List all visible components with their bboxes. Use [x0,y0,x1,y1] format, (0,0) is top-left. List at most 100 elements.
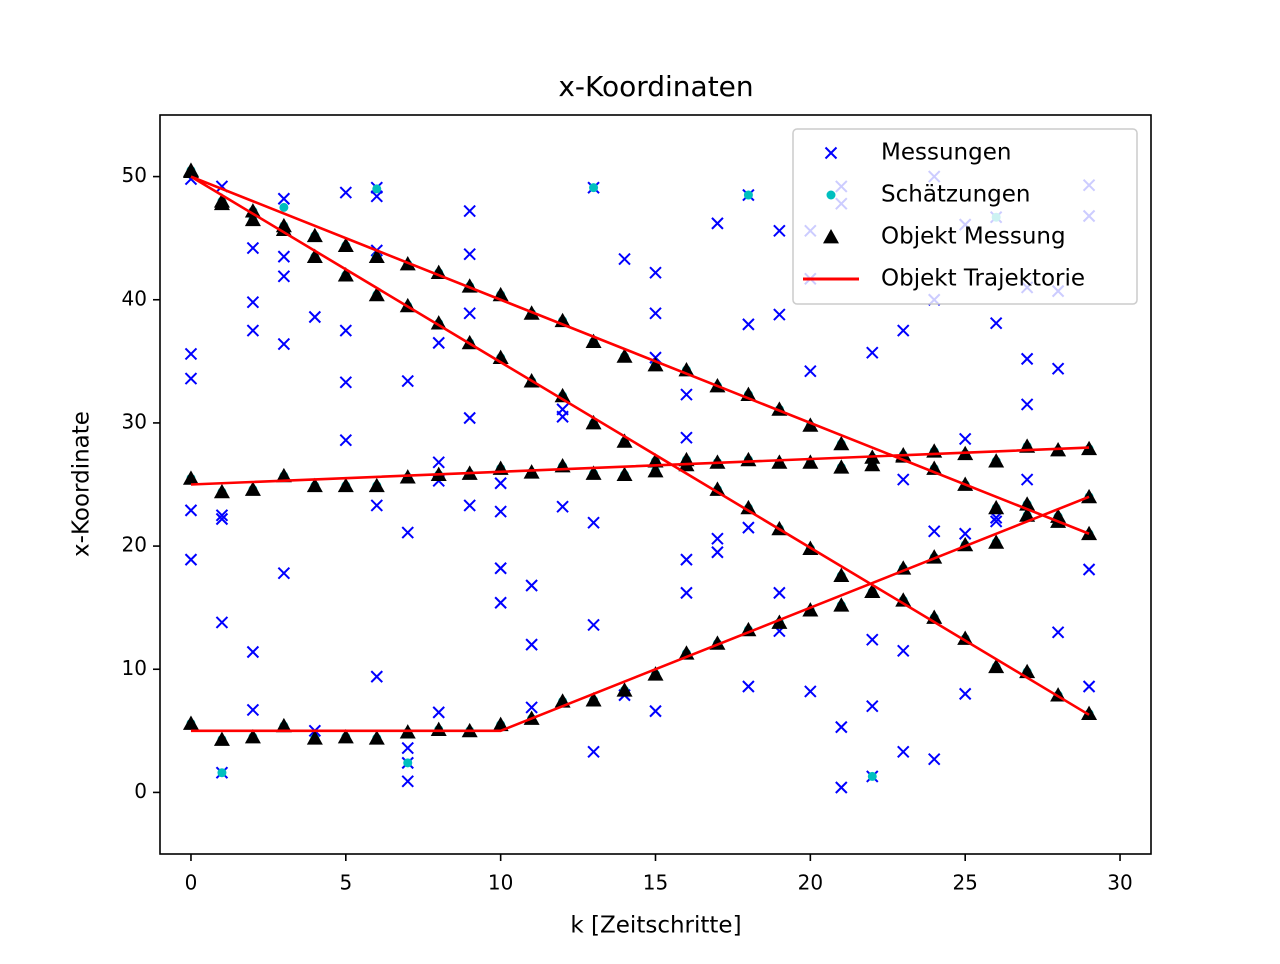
object-measurement-point [616,466,633,482]
measurement-point [339,186,353,199]
estimate-point [217,768,227,778]
legend-label: Objekt Messung [881,224,1066,250]
measurement-point [711,546,724,559]
measurement-point [1020,398,1034,411]
measurement-point [215,509,229,522]
legend-marker [826,190,836,200]
measurement-point [184,553,198,566]
object-measurement-point [802,417,819,432]
legend-label: Schätzungen [881,182,1031,208]
object-measurement-point [833,459,850,474]
x-tick-label: 15 [643,871,668,895]
x-tick-label: 5 [339,871,352,895]
measurement-point [525,701,538,714]
measurement-point [773,308,786,321]
measurement-point [184,347,198,361]
measurement-point [680,388,693,401]
measurement-point [463,411,476,425]
measurement-point [432,456,445,469]
measurement-point [649,704,662,718]
measurement-point [215,616,229,629]
object-measurement-point [337,267,354,282]
y-tick-label: 0 [134,779,147,803]
measurement-point [866,699,879,713]
object-measurement-point [368,248,385,264]
measurement-point [401,374,414,388]
measurement-point [649,266,662,279]
measurement-point [680,431,693,444]
measurement-point [556,410,569,423]
measurement-point [1020,473,1034,486]
object-measurement-point [182,163,199,179]
measurement-point [897,745,910,758]
measurement-point [773,586,786,600]
measurement-point [494,477,507,490]
measurement-point [989,515,1003,528]
estimate-point [372,184,382,194]
object-measurement-point [585,692,602,707]
x-tick-label: 10 [488,871,513,895]
measurement-point [773,224,786,237]
measurement-point [649,307,662,320]
object-measurement-point [585,465,602,480]
measurement-point [432,336,445,350]
object-measurement-point [585,333,602,349]
legend-marker [823,229,839,244]
object-measurement-point [647,357,664,372]
measurement-point [339,376,353,389]
measurement-point [897,473,910,486]
object-measurement-point [306,248,323,264]
measurement-point [804,364,817,378]
legend-box [792,128,1138,305]
measurement-point [246,703,260,717]
object-measurement-point [988,499,1005,515]
legend-label: Messungen [881,140,1011,166]
measurement-point [958,527,972,540]
object-measurement-point [647,666,664,681]
object-measurement-point [244,203,261,218]
object-measurement-point [647,462,664,478]
measurement-point [277,337,291,351]
object-measurement-point [957,630,974,645]
object-measurement-point [430,721,447,737]
object-measurement-point [337,728,354,744]
measurement-point [680,553,693,566]
object-measurement-point [244,481,261,496]
object-measurement-point [554,387,571,403]
measurement-point [1051,626,1065,639]
object-measurement-point [709,481,726,496]
measurement-point [184,504,198,517]
legend: Messungen Schätzungen Objekt Messung Objekt… [792,128,1138,305]
object-measurement-point [616,348,633,363]
measurement-point [525,579,538,592]
measurement-point [215,512,229,526]
measurement-point [742,318,755,331]
object-measurement-point [182,470,199,485]
object-measurement-point [492,716,509,732]
measurement-point [432,706,445,719]
object-measurement-point [833,597,850,612]
object-measurement-point [988,534,1005,549]
measurement-point [277,250,291,263]
object-measurement-point [213,195,230,211]
measurement-point [401,775,414,788]
legend-label: Objekt Trajektorie [881,266,1085,292]
measurement-point [246,241,260,255]
object-measurement-point [802,602,819,617]
object-measurement-point [244,728,261,744]
measurement-point [680,586,693,600]
object-measurement-point [864,583,881,599]
object-measurement-point [213,731,230,746]
object-measurement-point [213,483,230,499]
legend-marker [824,146,838,160]
x-axis-label: k [Zeitschritte] [570,913,741,939]
measurement-point [835,720,848,734]
measurement-point [711,532,724,545]
object-measurement-point [616,682,633,697]
measurement-point [958,687,972,701]
measurement-point [928,525,941,538]
measurement-point [742,680,755,693]
measurement-point [897,644,910,657]
